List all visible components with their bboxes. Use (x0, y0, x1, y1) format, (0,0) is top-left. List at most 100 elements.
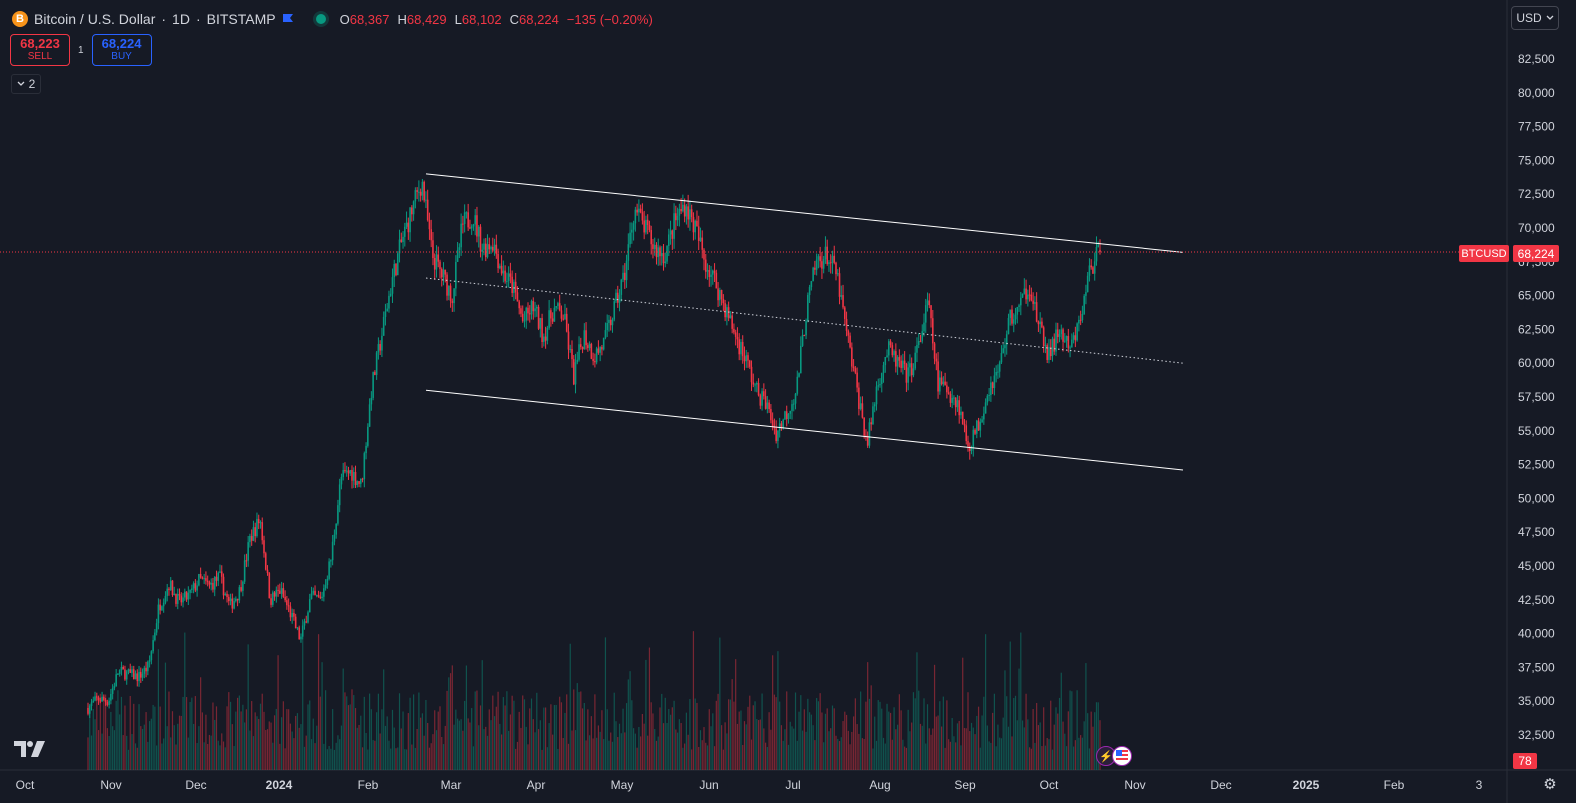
volume-bar (893, 707, 895, 770)
volume-bar (249, 730, 251, 770)
candle (572, 355, 575, 386)
settings-icon[interactable]: ⚙ (1543, 776, 1557, 793)
volume-bar (705, 742, 707, 770)
volume-bar (106, 728, 108, 770)
candle (578, 336, 580, 362)
volume-bar (1092, 726, 1094, 770)
candle (1032, 292, 1034, 311)
candle (777, 430, 779, 449)
candle (155, 618, 158, 636)
interval[interactable]: 1D (172, 11, 190, 27)
candle (425, 191, 427, 209)
trendline-upper[interactable] (425, 173, 1184, 253)
volume-bar (325, 690, 327, 770)
candle (903, 351, 906, 371)
candle (279, 583, 281, 595)
price-tick-label: 82,500 (1518, 52, 1555, 66)
candle (213, 576, 216, 597)
candle (242, 580, 244, 597)
candles[interactable] (87, 178, 1101, 719)
volume-bar (1055, 707, 1057, 770)
tradingview-logo[interactable] (14, 740, 46, 758)
volume-bar (259, 703, 262, 770)
volume-bar (603, 739, 605, 770)
candle (1018, 303, 1020, 312)
time-axis[interactable]: Oct Nov Dec 2024 Feb Mar Apr May Jun Jul Aug Sep Oct… (16, 778, 1483, 792)
trendlines[interactable] (425, 173, 1184, 471)
price-tick-label: 42,500 (1518, 593, 1555, 607)
time-tick-label: May (611, 778, 634, 792)
volume-bar (405, 749, 408, 770)
trendline-middle[interactable] (425, 277, 1184, 364)
volume-bar (221, 733, 223, 770)
candle (103, 694, 105, 702)
volume-bar (1006, 696, 1008, 770)
candle (254, 522, 256, 543)
volume-bar (1044, 745, 1047, 770)
flag-icon[interactable] (282, 13, 294, 26)
trendline-lower[interactable] (425, 389, 1184, 471)
candle (404, 222, 406, 247)
volume-bar (184, 632, 186, 770)
volume-bar (662, 723, 665, 770)
candle (495, 234, 498, 259)
volume-bar (807, 698, 809, 770)
candle (690, 204, 693, 223)
volume-bar (970, 722, 973, 770)
candle (771, 412, 774, 431)
candle (838, 267, 841, 305)
volume-bar (293, 738, 295, 770)
candle (396, 251, 399, 276)
event-markers[interactable]: ⚡ (1096, 746, 1132, 766)
currency-selector[interactable]: USD (1511, 6, 1559, 30)
volume-bar (178, 715, 181, 770)
candle (1004, 338, 1006, 357)
volume-bar (914, 698, 916, 770)
volume-bar (432, 734, 434, 770)
candle (745, 349, 748, 368)
sell-button[interactable]: 68,223 SELL (10, 34, 70, 66)
volume-bar (284, 748, 286, 770)
us-flag-icon[interactable] (1112, 746, 1132, 766)
volume-bar (110, 711, 112, 770)
time-tick-label: Sep (954, 778, 976, 792)
symbol-name[interactable]: Bitcoin / U.S. Dollar (34, 11, 156, 27)
price-tick-label: 52,500 (1518, 458, 1555, 472)
volume-bar (636, 747, 638, 770)
volume-bar (976, 715, 978, 770)
volume-bar (472, 746, 475, 770)
candle (685, 203, 688, 225)
indicators-toggle[interactable]: 2 (11, 74, 41, 94)
volume-bar (738, 711, 740, 770)
volume-bar (689, 699, 691, 770)
volume-bar (1064, 733, 1066, 770)
candle (1086, 271, 1089, 293)
volume-bar (967, 692, 969, 770)
lightning-icon[interactable]: ⚡ (1096, 746, 1116, 766)
volume-bar (471, 708, 473, 770)
candle (1053, 333, 1056, 355)
candle (381, 327, 383, 358)
volume-bar (545, 707, 547, 770)
price-axis[interactable]: 82,50080,00077,50075,00072,50070,00067,5… (1518, 52, 1555, 742)
candle (243, 554, 246, 585)
volume-bar (835, 735, 837, 770)
volume-bar (981, 715, 983, 770)
volume-bar (923, 698, 925, 770)
volume-bar (337, 735, 339, 770)
candle (768, 399, 770, 413)
volume-bar (198, 726, 200, 770)
volume-bar (1071, 691, 1073, 770)
volume-bar (710, 726, 712, 770)
candle (888, 339, 890, 362)
candle (407, 217, 410, 240)
buy-button[interactable]: 68,224 BUY (91, 34, 152, 66)
candle (125, 669, 128, 685)
volume-bar (523, 699, 526, 770)
volume-bar (564, 712, 566, 770)
volume-bar (654, 729, 656, 770)
volume-bar (694, 698, 696, 770)
volume-bar (941, 726, 943, 770)
candle (1016, 306, 1019, 324)
